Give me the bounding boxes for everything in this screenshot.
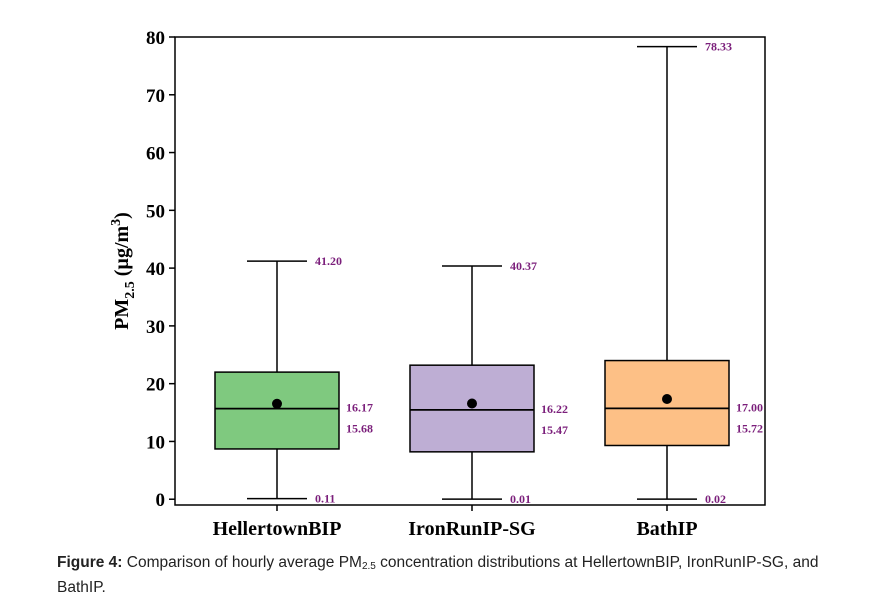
median-label: 15.47 xyxy=(541,423,568,437)
y-tick-label: 0 xyxy=(156,490,166,511)
min-label: 0.11 xyxy=(315,492,335,506)
mean-marker xyxy=(662,394,672,404)
mean-label: 16.17 xyxy=(346,401,373,415)
y-tick-label: 80 xyxy=(146,28,165,49)
y-tick-label: 40 xyxy=(146,259,165,280)
mean-label: 16.22 xyxy=(541,402,568,416)
y-tick-label: 10 xyxy=(146,432,165,453)
box xyxy=(214,371,340,450)
y-axis-label: PM2.5 (µg/m3) xyxy=(109,212,138,330)
min-label: 0.02 xyxy=(705,492,726,506)
y-tick-label: 70 xyxy=(146,86,165,107)
x-tick-label: HellertownBIP xyxy=(213,518,342,540)
y-tick-label: 30 xyxy=(146,317,165,338)
box xyxy=(409,364,535,453)
mean-marker xyxy=(272,398,282,409)
plot-frame xyxy=(174,36,766,506)
y-tick-label: 20 xyxy=(146,375,165,396)
y-tick-label: 50 xyxy=(146,201,165,222)
median-label: 15.68 xyxy=(346,422,373,436)
figure-caption: Figure 4: Comparison of hourly average P… xyxy=(57,552,837,598)
min-label: 0.01 xyxy=(510,492,531,506)
median-label: 15.72 xyxy=(736,421,763,435)
caption-label: Figure 4: xyxy=(57,554,123,571)
mean-marker xyxy=(467,398,477,409)
x-tick-label: BathIP xyxy=(636,518,697,540)
max-label: 78.33 xyxy=(705,40,732,54)
box xyxy=(604,359,730,447)
max-label: 40.37 xyxy=(510,259,537,273)
caption-sub: 2.5 xyxy=(361,561,376,572)
x-tick-label: IronRunIP-SG xyxy=(408,518,536,540)
caption-text-2: concentration distributions at Hellertow… xyxy=(57,554,819,596)
y-tick-label: 60 xyxy=(146,144,165,165)
caption-text-1: Comparison of hourly average PM xyxy=(122,554,362,571)
mean-label: 17.00 xyxy=(736,400,763,414)
box-plot-chart: 0 10 20 30 40 50 60 70 80 PM2.5 (µg/m3) 41.20 0.11 1… xyxy=(109,28,766,540)
max-label: 41.20 xyxy=(315,254,342,268)
